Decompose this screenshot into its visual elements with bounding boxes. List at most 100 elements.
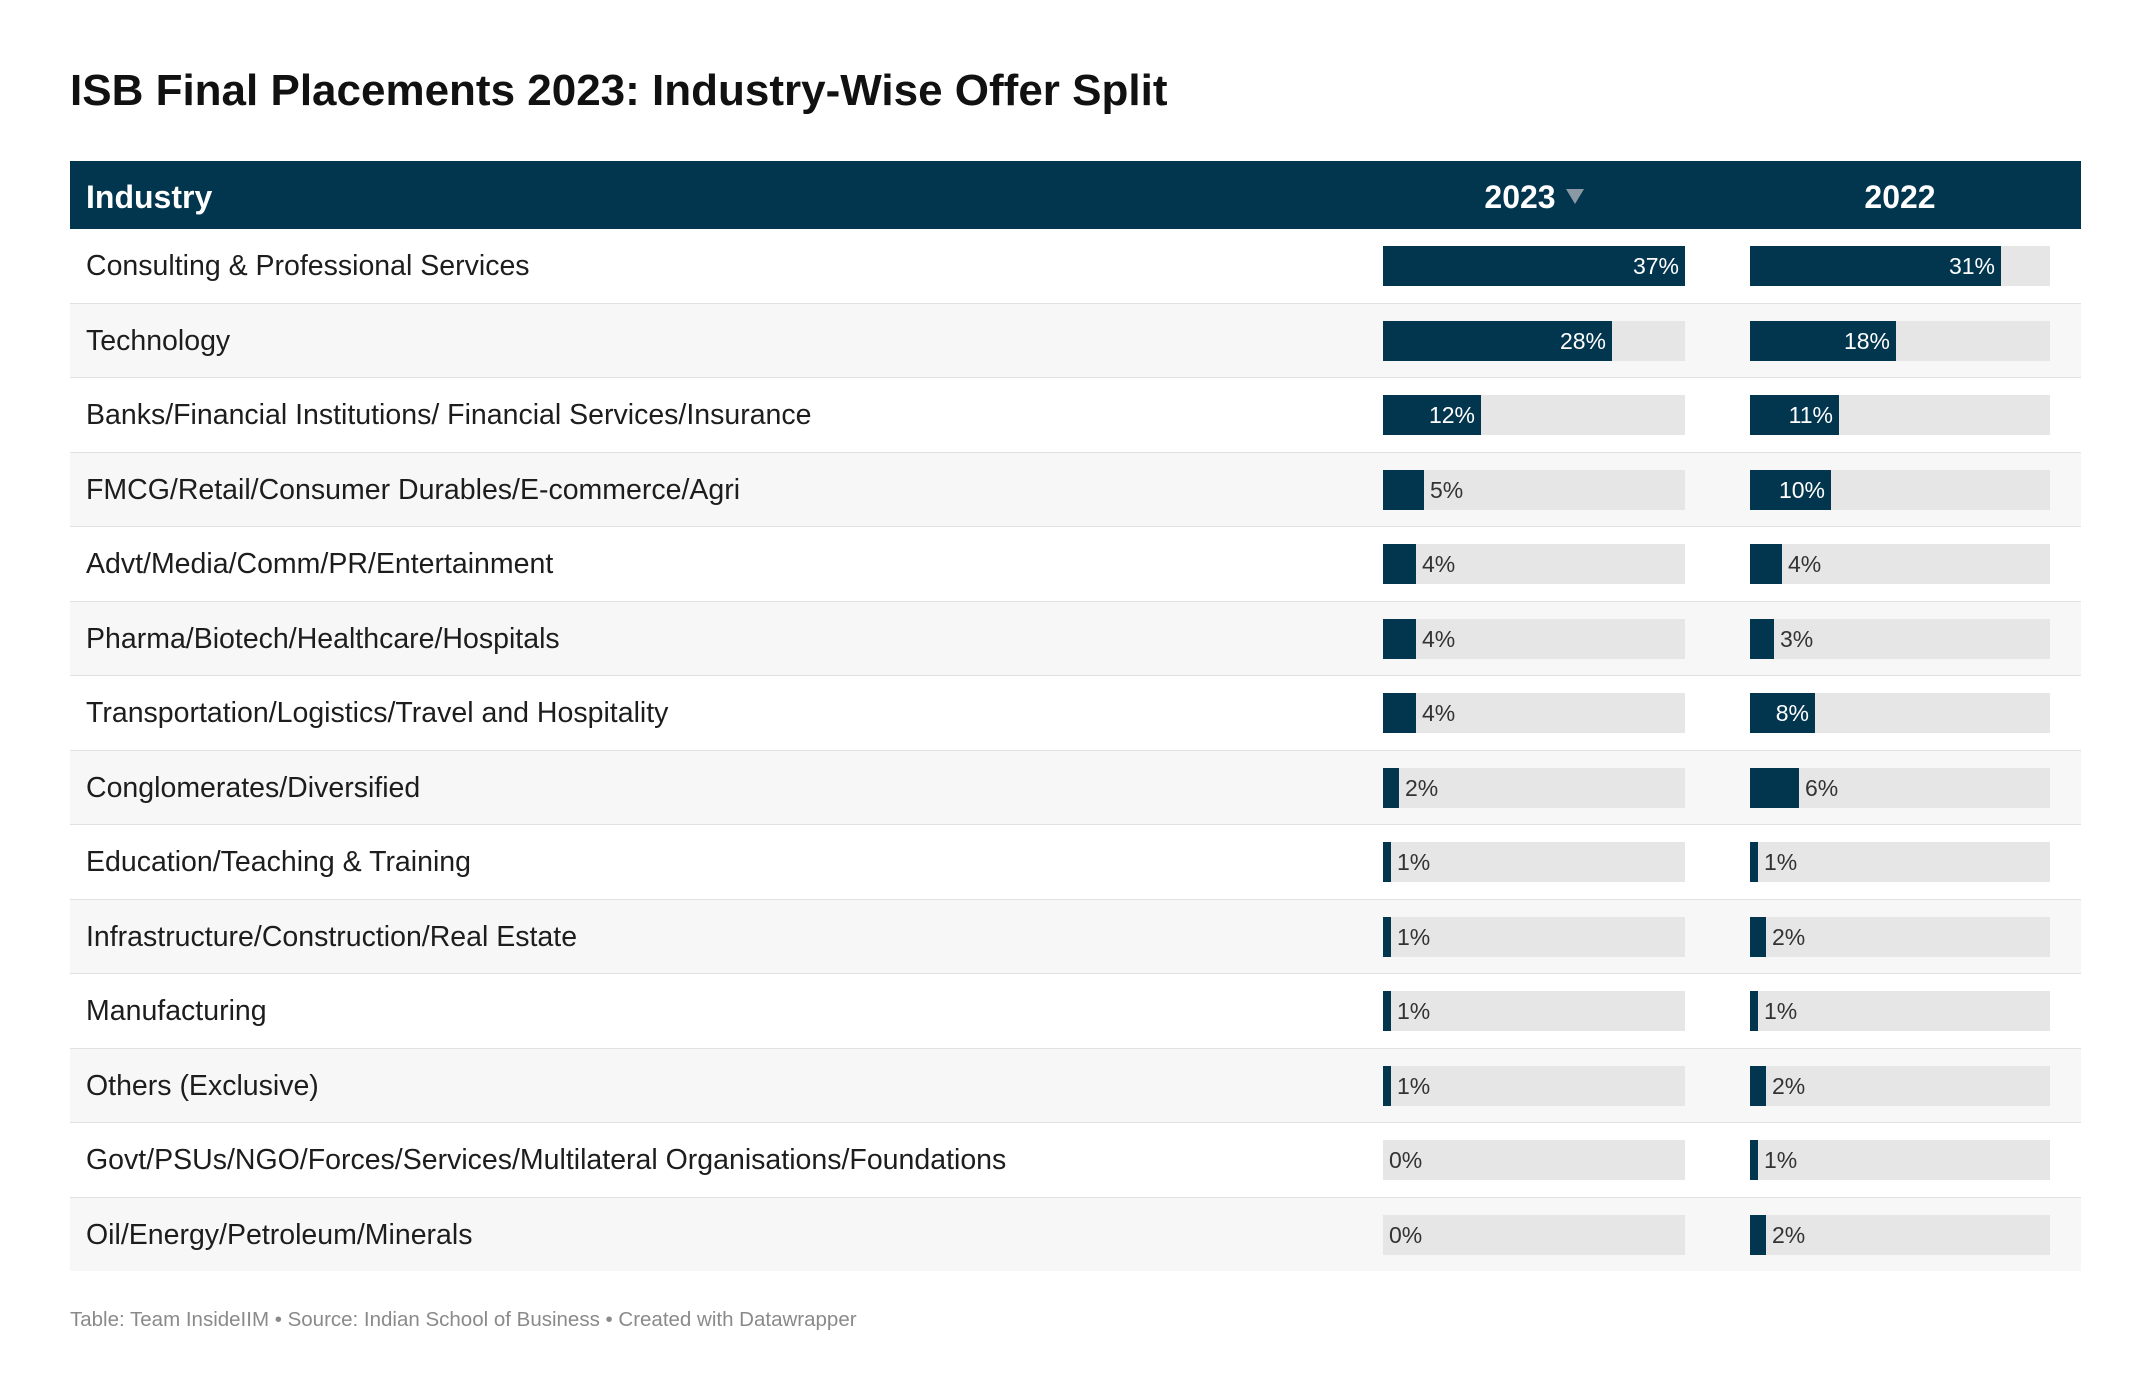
table-row: Education/Teaching & Training 1% 1% bbox=[70, 825, 2081, 900]
industry-cell: Education/Teaching & Training bbox=[86, 846, 472, 878]
table-row: Infrastructure/Construction/Real Estate 1… bbox=[70, 899, 2081, 974]
bar-label-2022: 2% bbox=[1772, 1072, 1806, 1099]
bar-track-2023: 1% bbox=[1383, 842, 1685, 882]
bar-track-2022: 6% bbox=[1750, 767, 2050, 808]
bar-2023 bbox=[1383, 469, 1424, 510]
header-2022[interactable]: 2022 bbox=[1864, 179, 1936, 215]
table-row: Others (Exclusive) 1% 2% bbox=[70, 1048, 2081, 1123]
bar-2023 bbox=[1383, 916, 1391, 957]
industry-cell: Transportation/Logistics/Travel and Hosp… bbox=[86, 697, 669, 729]
table-row: Manufacturing 1% 1% bbox=[70, 974, 2081, 1049]
industry-cell: Others (Exclusive) bbox=[86, 1069, 319, 1102]
bar-label-2023: 1% bbox=[1397, 1072, 1431, 1099]
table-body: Consulting & Professional Services 37% 31%… bbox=[70, 229, 2081, 1271]
bar-2022 bbox=[1750, 842, 1758, 882]
bar-track-2023: 28% bbox=[1383, 320, 1685, 361]
table-row: Govt/PSUs/NGO/Forces/Services/Multilater… bbox=[70, 1123, 2081, 1198]
bar-2022 bbox=[1750, 693, 1815, 733]
bar-track-2022: 3% bbox=[1750, 618, 2050, 659]
bar-track-2023: 2% bbox=[1383, 767, 1685, 808]
bar-2022 bbox=[1750, 246, 2001, 286]
chart-title: ISB Final Placements 2023: Industry-Wise… bbox=[70, 66, 1168, 115]
bar-label-2023: 4% bbox=[1422, 625, 1456, 652]
bar-label-2023: 4% bbox=[1422, 700, 1456, 726]
bar-label-2022: 31% bbox=[1948, 253, 1995, 279]
header-2023[interactable]: 2023 bbox=[1383, 179, 1685, 216]
industry-cell: FMCG/Retail/Consumer Durables/E-commerce… bbox=[86, 473, 741, 506]
bar-track-2023: 0% bbox=[1383, 1140, 1685, 1180]
bar-label-2022: 1% bbox=[1764, 849, 1798, 875]
bar-2023 bbox=[1383, 842, 1391, 882]
bar-label-2023: 1% bbox=[1397, 998, 1431, 1024]
bar-2022 bbox=[1750, 544, 1782, 584]
bar-label-2023: 0% bbox=[1389, 1147, 1423, 1173]
table-row: FMCG/Retail/Consumer Durables/E-commerce… bbox=[70, 452, 2081, 527]
bar-label-2022: 11% bbox=[1788, 402, 1833, 428]
bar-label-2022: 2% bbox=[1772, 1221, 1806, 1248]
bar-label-2022: 1% bbox=[1764, 998, 1798, 1024]
bar-track-2023: 1% bbox=[1383, 991, 1685, 1031]
data-table: Industry 2023 2022 Consulting & Professi… bbox=[70, 161, 2081, 1271]
bar-label-2022: 1% bbox=[1764, 1147, 1798, 1173]
bar-track-2022: 18% bbox=[1750, 320, 2050, 361]
bar-track-2022: 8% bbox=[1750, 693, 2050, 733]
bar-label-2023: 37% bbox=[1632, 253, 1679, 279]
bar-label-2023: 0% bbox=[1389, 1221, 1423, 1248]
table-row: Conglomerates/Diversified 2% 6% bbox=[70, 750, 2081, 825]
industry-cell: Oil/Energy/Petroleum/Minerals bbox=[86, 1218, 473, 1251]
bar-2022 bbox=[1750, 320, 1896, 361]
bar-2023 bbox=[1383, 1065, 1391, 1106]
bar-track-2022: 4% bbox=[1750, 544, 2050, 584]
bar-2022 bbox=[1750, 469, 1831, 510]
bar-track-2023: 4% bbox=[1383, 544, 1685, 584]
bar-track-2023: 12% bbox=[1383, 395, 1685, 435]
bar-track-2022: 31% bbox=[1750, 246, 2050, 286]
bar-track-2022: 2% bbox=[1750, 916, 2050, 957]
bar-track-2023: 1% bbox=[1383, 1065, 1685, 1106]
table-row: Pharma/Biotech/Healthcare/Hospitals 4% 3% bbox=[70, 601, 2081, 676]
footer-credits: Table: Team InsideIIM • Source: Indian S… bbox=[70, 1308, 857, 1331]
industry-cell: Conglomerates/Diversified bbox=[86, 771, 421, 804]
table-row: Technology 28% 18% bbox=[70, 303, 2081, 378]
industry-cell: Advt/Media/Comm/PR/Entertainment bbox=[86, 548, 554, 580]
industry-cell: Manufacturing bbox=[86, 995, 267, 1027]
bar-track-2022: 2% bbox=[1750, 1214, 2050, 1255]
bar-2022 bbox=[1750, 618, 1774, 659]
bar-2022 bbox=[1750, 395, 1839, 435]
bar-track-2022: 1% bbox=[1750, 991, 2050, 1031]
bar-2023 bbox=[1383, 693, 1416, 733]
bar-track-2023: 0% bbox=[1383, 1214, 1685, 1255]
bar-track-2022: 11% bbox=[1750, 395, 2050, 435]
industry-cell: Consulting & Professional Services bbox=[86, 250, 530, 282]
bar-label-2022: 10% bbox=[1778, 476, 1825, 503]
bar-2023 bbox=[1383, 618, 1416, 659]
bar-track-2023: 4% bbox=[1383, 618, 1685, 659]
bar-label-2023: 1% bbox=[1397, 849, 1431, 875]
bar-2023 bbox=[1383, 991, 1391, 1031]
bar-track-2022: 1% bbox=[1750, 842, 2050, 882]
bar-2022 bbox=[1750, 1140, 1758, 1180]
bar-track-2023: 37% bbox=[1383, 246, 1685, 286]
bar-2022 bbox=[1750, 767, 1799, 808]
table-row: Banks/Financial Institutions/ Financial … bbox=[70, 378, 2081, 453]
industry-cell: Govt/PSUs/NGO/Forces/Services/Multilater… bbox=[86, 1144, 1007, 1176]
bar-track-2023: 1% bbox=[1383, 916, 1685, 957]
bar-label-2022: 18% bbox=[1843, 327, 1890, 354]
bar-2022 bbox=[1750, 1065, 1766, 1106]
bar-track-2022: 2% bbox=[1750, 1065, 2050, 1106]
header-industry[interactable]: Industry bbox=[86, 179, 213, 215]
industry-cell: Technology bbox=[86, 324, 231, 357]
bar-label-2022: 3% bbox=[1780, 625, 1814, 652]
bar-2022 bbox=[1750, 916, 1766, 957]
bar-track-2023: 4% bbox=[1383, 693, 1685, 733]
bar-label-2023: 28% bbox=[1559, 327, 1606, 354]
bar-label-2023: 5% bbox=[1430, 476, 1464, 503]
industry-cell: Banks/Financial Institutions/ Financial … bbox=[86, 399, 812, 431]
bar-label-2022: 8% bbox=[1775, 700, 1809, 726]
bar-label-2022: 2% bbox=[1772, 923, 1806, 950]
table-row: Oil/Energy/Petroleum/Minerals 0% 2% bbox=[70, 1197, 2081, 1271]
bar-track-2023: 5% bbox=[1383, 469, 1685, 510]
bar-track-2022: 10% bbox=[1750, 469, 2050, 510]
bar-label-2023: 12% bbox=[1428, 402, 1475, 428]
bar-label-2022: 6% bbox=[1805, 774, 1839, 801]
